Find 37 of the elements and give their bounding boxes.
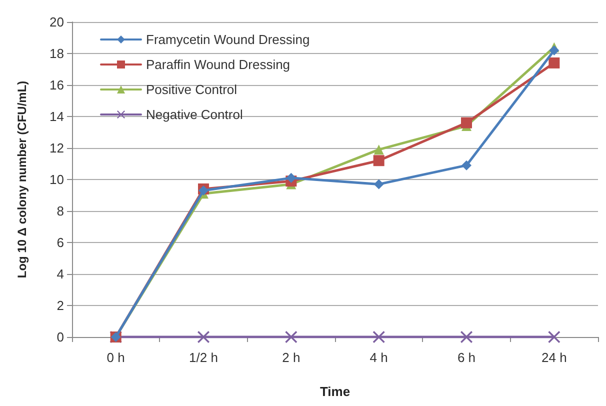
legend-label: Positive Control [146,82,238,97]
point [548,331,560,343]
x-axis-title: Time [320,384,350,399]
point [460,331,472,343]
y-tick-label: 12 [50,140,64,156]
legend-label: Negative Control [146,107,243,122]
y-tick-label: 16 [50,78,64,92]
point [462,160,472,170]
y-tick-label: 14 [50,109,64,124]
x-tick-label: 24 h [542,350,567,365]
point [461,117,472,128]
point [198,186,208,196]
x-tick-label: 4 h [370,350,388,365]
y-tick-label: 2 [56,298,64,313]
x-tick-label: 0 h [106,350,125,365]
y-tick-label: 0 [56,330,64,344]
y-axis-title: Log 10 Δ colony number (CFU/mL) [15,80,29,278]
y-tick-label: 20 [50,14,64,30]
y-tick-label: 10 [50,172,64,187]
point [548,57,560,68]
point [549,45,560,56]
x-tick-label: 6 h [457,350,476,365]
x-tick-label: 1/2 h [189,350,218,365]
point [285,331,298,343]
y-tick-label: 4 [56,266,64,282]
point [374,144,384,155]
point [286,172,296,183]
y-tick-label: 18 [50,46,64,61]
point [198,331,210,343]
y-tick-label: 6 [56,235,64,250]
x-tick-label: 2 h [282,350,300,365]
y-tick-label: 8 [56,204,64,218]
point [373,155,384,166]
point [374,179,384,190]
legend-label: Paraffin Wound Dressing [146,57,290,72]
legend-label: Framycetin Wound Dressing [146,32,310,47]
point [372,331,385,343]
